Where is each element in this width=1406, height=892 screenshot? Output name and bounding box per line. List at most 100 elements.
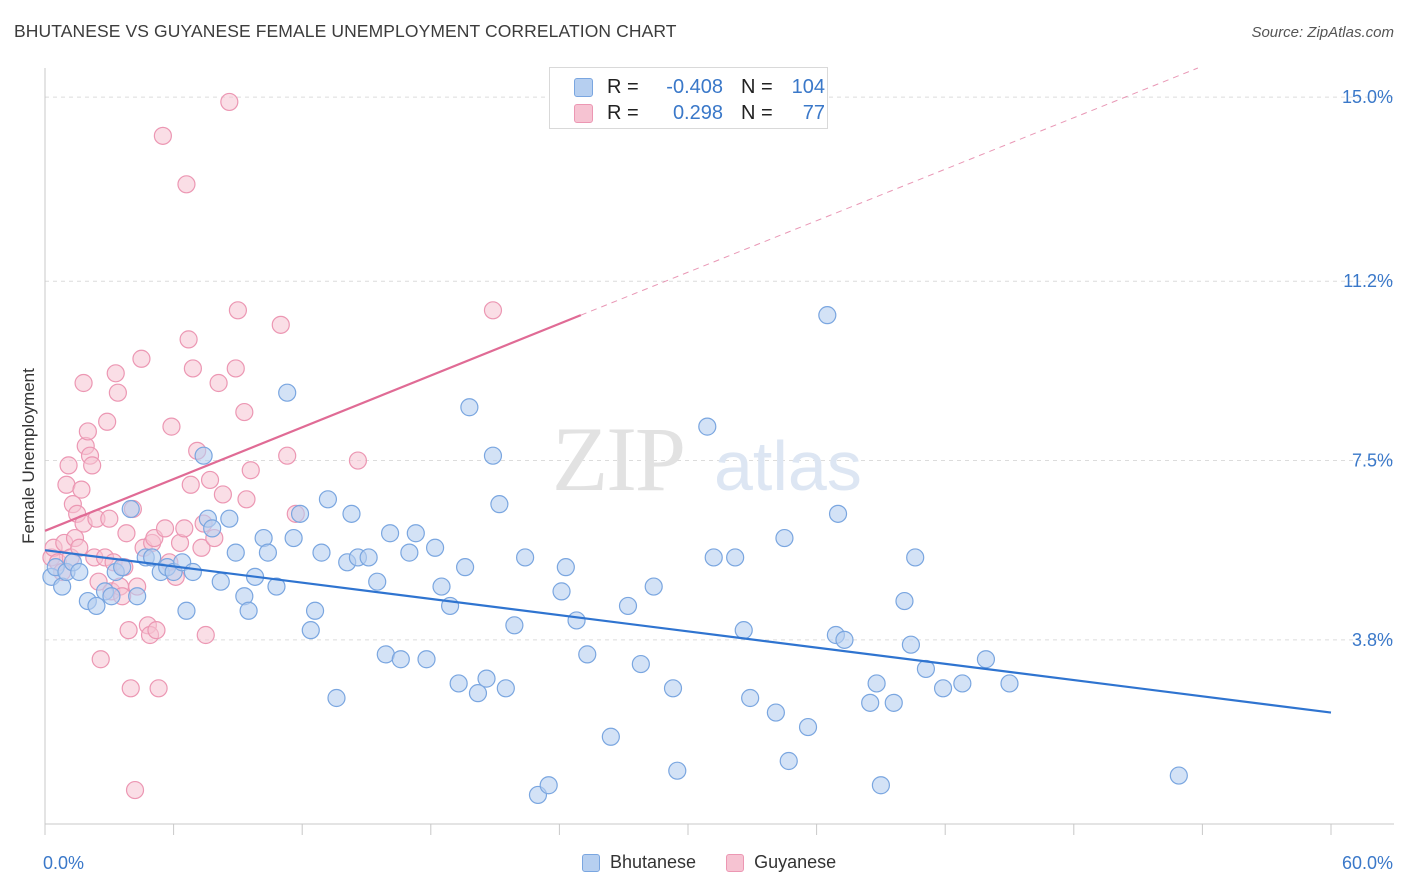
x-tick-label-min: 0.0% xyxy=(43,853,84,873)
bhutanese-point xyxy=(726,548,745,567)
guyanese-point xyxy=(78,422,97,441)
guyanese-trend-extension xyxy=(580,67,1199,316)
bhutanese-point xyxy=(1000,674,1019,693)
guyanese-point xyxy=(83,456,102,475)
bhutanese-point xyxy=(871,776,891,795)
guyanese-point xyxy=(153,126,172,145)
bhutanese-point xyxy=(884,693,903,712)
bhutanese-point xyxy=(483,446,503,465)
bhutanese-point xyxy=(376,645,395,664)
guyanese-point xyxy=(74,373,93,393)
bhutanese-point xyxy=(601,727,620,746)
guyanese-point xyxy=(119,621,138,640)
bhutanese-point xyxy=(798,717,818,737)
guyanese-point xyxy=(241,461,260,480)
x-tick-label-max: 60.0% xyxy=(1342,853,1393,873)
bhutanese-point xyxy=(203,519,222,538)
bhutanese-point xyxy=(901,635,921,654)
bhutanese-point xyxy=(644,577,663,596)
guyanese-point xyxy=(121,679,140,698)
guyanese-r-value: 0.298 xyxy=(672,101,723,124)
bhutanese-point xyxy=(226,543,245,562)
bhutanese-point xyxy=(779,751,798,771)
bhutanese-point xyxy=(70,562,89,582)
guyanese-point xyxy=(179,330,198,349)
bhutanese-point xyxy=(143,548,162,567)
bhutanese-points xyxy=(42,306,1188,805)
guyanese-point xyxy=(213,485,232,504)
n-label: N = xyxy=(741,75,773,98)
r-label: R = xyxy=(607,101,639,124)
r-label: R = xyxy=(607,75,639,98)
y-axis-label: Female Unemployment xyxy=(19,368,38,544)
bhutanese-point xyxy=(406,524,425,543)
watermark-atlas: atlas xyxy=(714,427,862,505)
legend-item-guyanese[interactable]: Guyanese xyxy=(726,852,836,873)
guyanese-point xyxy=(192,538,211,557)
bhutanese-point xyxy=(391,650,410,669)
bhutanese-point xyxy=(861,693,880,712)
bhutanese-point xyxy=(1169,766,1188,785)
guyanese-point xyxy=(183,359,202,378)
bhutanese-point xyxy=(102,587,121,606)
bhutanese-point xyxy=(417,650,436,669)
guyanese-point xyxy=(147,621,166,640)
guyanese-trend-line xyxy=(44,314,582,532)
bhutanese-point xyxy=(327,688,346,708)
bhutanese-point xyxy=(432,577,451,596)
legend-label-guyanese: Guyanese xyxy=(754,852,837,872)
bhutanese-point xyxy=(267,577,286,596)
bhutanese-point xyxy=(895,591,914,611)
bhutanese-point xyxy=(468,684,488,703)
guyanese-point xyxy=(57,475,76,494)
bhutanese-point xyxy=(342,504,361,523)
bhutanese-point xyxy=(567,611,586,630)
guyanese-point xyxy=(72,480,91,499)
guyanese-point xyxy=(117,524,136,543)
bhutanese-point xyxy=(449,674,468,693)
legend-swatch-bhutanese xyxy=(582,853,600,872)
bhutanese-point xyxy=(953,674,972,693)
bhutanese-point xyxy=(835,630,854,649)
legend-label-bhutanese: Bhutanese xyxy=(610,852,697,872)
bhutanese-point xyxy=(933,679,953,698)
legend-swatch-guyanese xyxy=(726,853,745,872)
bhutanese-point xyxy=(177,601,196,620)
bhutanese-point xyxy=(400,543,419,562)
bhutanese-point xyxy=(121,499,140,519)
y-tick-label: 3.8% xyxy=(1352,630,1393,650)
bhutanese-point xyxy=(516,548,535,567)
guyanese-point xyxy=(98,412,117,431)
bhutanese-point xyxy=(194,446,213,465)
bhutanese-n-value: 104 xyxy=(791,75,825,98)
stats-row-guyanese: R = 0.298 N = 77 xyxy=(574,101,825,125)
bhutanese-point xyxy=(766,703,785,722)
bhutanese-point xyxy=(425,538,445,557)
guyanese-point xyxy=(237,490,256,509)
bhutanese-point xyxy=(183,562,202,582)
guyanese-point xyxy=(483,301,503,320)
bhutanese-point xyxy=(284,528,303,548)
guyanese-point xyxy=(348,451,368,470)
legend-item-bhutanese[interactable]: Bhutanese xyxy=(582,852,696,873)
bhutanese-point xyxy=(380,524,400,543)
bhutanese-point xyxy=(305,601,325,620)
guyanese-point xyxy=(175,519,194,538)
bhutanese-point xyxy=(663,679,683,698)
guyanese-point xyxy=(196,625,215,645)
bhutanese-point xyxy=(258,543,278,562)
guyanese-point xyxy=(235,402,254,422)
guyanese-point xyxy=(278,446,297,465)
bhutanese-point xyxy=(460,398,479,417)
guyanese-swatch xyxy=(574,103,593,123)
bhutanese-point xyxy=(87,596,106,616)
bhutanese-point xyxy=(220,509,239,528)
guyanese-point xyxy=(228,301,247,320)
bhutanese-point xyxy=(906,548,925,567)
bhutanese-point xyxy=(290,504,310,523)
guyanese-point xyxy=(132,349,151,368)
guyanese-point xyxy=(209,373,228,393)
trend-lines xyxy=(44,67,1332,714)
bhutanese-point xyxy=(113,558,132,577)
legend: Bhutanese Guyanese xyxy=(582,852,866,873)
